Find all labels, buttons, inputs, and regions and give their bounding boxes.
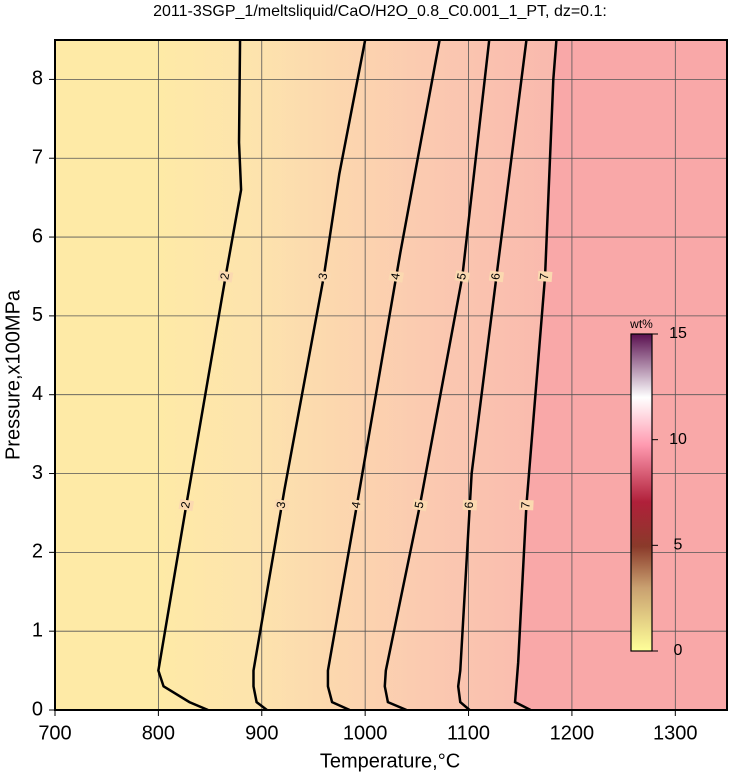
contour-label: 2 [217,272,232,281]
x-axis-label: Temperature,°C [320,750,460,772]
contour-label: 4 [388,272,403,281]
contour-label: 2 [178,500,193,509]
x-tick-label: 1000 [343,722,388,744]
contour-line [252,40,367,710]
contour-label-bg [178,498,195,512]
contour-label-bg [274,498,290,512]
y-tick-label: 7 [32,147,43,169]
contour-label-bg [537,270,553,283]
contour-label: 5 [454,271,469,280]
y-tick-label: 8 [32,68,43,90]
contour-label-bg [454,270,471,283]
contour-label: 7 [537,272,552,280]
contour-label-bg [217,270,234,283]
overlay: 700 800 900 1000 1100 1200 1300 0 1 2 3 4 5 6 7 8 wt% 0 5 1… [32,39,728,744]
y-tick-label: 2 [32,541,43,563]
plot-frame [54,39,728,711]
contour-label: 6 [462,501,476,509]
x-tick-label: 1300 [653,722,698,744]
contour-label: 7 [518,501,532,509]
x-tick-label: 800 [142,722,175,744]
contour-label-bg [519,499,534,511]
y-tick-label: 6 [32,225,43,247]
contour-label-bg [388,270,404,283]
colorbar-tick-label: 0 [674,642,683,659]
x-tick-label: 900 [245,722,278,744]
contour-label: 4 [349,500,364,509]
contour-label: 5 [412,500,427,510]
y-tick-label: 1 [32,619,43,641]
colorbar [630,333,653,652]
plot-area: 2 2 3 3 4 4 5 5 6 6 7 7 [55,40,727,710]
y-tick-label: 0 [32,698,43,720]
x-tick-label: 1200 [550,722,595,744]
y-tick-label: 4 [32,383,43,405]
colorbar-label: wt% [629,317,653,331]
x-tick-label: 700 [38,722,71,744]
contour-label-bg [462,499,478,511]
contour-label: 3 [315,271,330,280]
colorbar-tick-label: 5 [674,537,683,554]
contour-label-bg [488,270,505,283]
chart-title: 2011-3SGP_1/meltsliquid/CaO/H2O_0.8_C0.0… [153,3,607,20]
high-region [515,40,727,710]
contour-label: 6 [488,272,503,281]
contour-line [326,40,441,710]
contour-label-bg [349,498,365,512]
y-tick-label: 3 [32,462,43,484]
y-tick-label: 5 [32,304,43,326]
x-tick-label: 1100 [447,722,490,744]
contour-label-bg [316,270,332,283]
y-axis-label: Pressure,x100MPa [2,289,24,460]
contour-label: 3 [274,500,289,509]
colorbar-tick-label: 10 [669,431,687,448]
contour-label-bg [412,498,428,512]
colorbar-tick-label: 15 [669,325,687,342]
